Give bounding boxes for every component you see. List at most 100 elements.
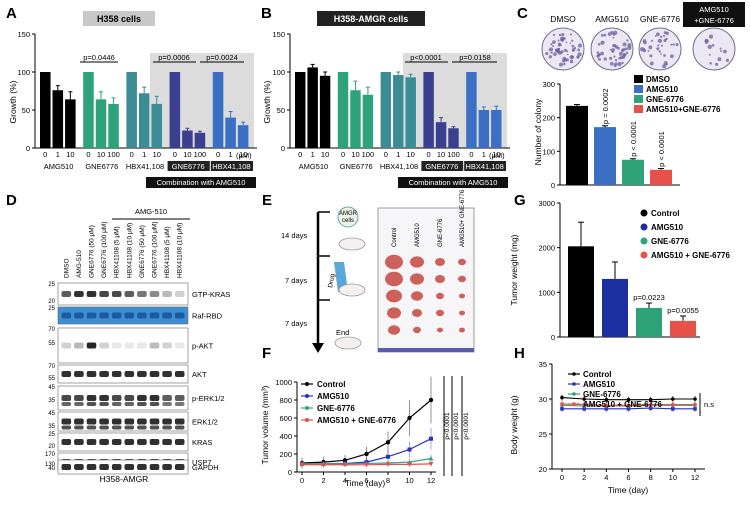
panel-a-pvalue-3: p=0.0024 bbox=[206, 53, 238, 62]
panel-b-group-label: HBX41,108 bbox=[380, 162, 418, 171]
panel-d-band bbox=[111, 291, 122, 297]
panel-b-dose-label: 10 bbox=[492, 150, 500, 159]
panel-d-band bbox=[162, 439, 172, 445]
panel-c-pvalue: p = 0.0002 bbox=[601, 88, 610, 124]
panel-d-band bbox=[149, 371, 160, 377]
panel-c-pvalue: p < 0.0001 bbox=[657, 131, 666, 167]
colony-dot bbox=[549, 47, 554, 52]
colony-dot bbox=[612, 36, 615, 39]
panel-a-group-box bbox=[210, 161, 253, 171]
colony-dot bbox=[663, 34, 666, 37]
panel-d-marker: 35 bbox=[48, 398, 55, 404]
panel-h-point bbox=[671, 402, 675, 407]
panel-b-dose-label: 10 bbox=[321, 150, 329, 159]
panel-d-band bbox=[74, 291, 84, 297]
panel-d-band bbox=[149, 464, 160, 470]
panel-h-legend-label: AMG510 + GNE-6776 bbox=[583, 400, 662, 409]
panel-h-ytick-label: 20 bbox=[539, 465, 547, 474]
panel-d-lane-label: GNE6776 (50 μM) bbox=[89, 225, 96, 278]
panel-h-point bbox=[626, 397, 631, 402]
panel-d-band bbox=[149, 395, 160, 401]
panel-d-band bbox=[149, 439, 160, 445]
colony-dot bbox=[665, 37, 668, 41]
panel-a-bar bbox=[182, 130, 193, 148]
panel-d-lane-label: GNE6776 (100 μM) bbox=[101, 222, 108, 279]
panel-d-band bbox=[149, 291, 160, 297]
colony-dot bbox=[649, 54, 653, 58]
panel-label-b: B bbox=[261, 5, 272, 22]
panel-e-mouse-1 bbox=[338, 237, 366, 251]
colony-dot bbox=[571, 44, 575, 48]
panel-d-band bbox=[74, 342, 84, 349]
panel-c-pvalue: p < 0.0001 bbox=[629, 121, 638, 157]
panel-c-dish-label-1: DMSO bbox=[550, 14, 576, 24]
panel-a-group-box bbox=[167, 161, 210, 171]
panel-d-marker: 45 bbox=[48, 385, 55, 391]
panel-d-band bbox=[137, 312, 147, 319]
panel-c-bar bbox=[566, 105, 588, 185]
colony-dot bbox=[600, 40, 605, 45]
colony-dot bbox=[577, 43, 582, 48]
panel-d-band-label: p-ERK1/2 bbox=[192, 394, 225, 403]
panel-a-bar bbox=[237, 125, 249, 148]
panel-a-shade bbox=[150, 53, 254, 148]
panel-d-band bbox=[124, 402, 135, 406]
panel-d-band bbox=[99, 439, 109, 445]
panel-f-xtick-label: 4 bbox=[343, 476, 347, 485]
panel-b-group-label: AMG510 bbox=[299, 162, 329, 171]
panel-c-legend-swatch bbox=[634, 85, 643, 93]
panel-e-end-label: End bbox=[336, 328, 349, 337]
panel-f-ytick-label: 1000 bbox=[275, 378, 292, 387]
panel-d-band bbox=[149, 312, 160, 319]
panel-d-band bbox=[162, 425, 172, 430]
panel-d-band bbox=[162, 464, 172, 470]
panel-d-lane-label: GNE6776 (50 μM) bbox=[139, 225, 146, 278]
panel-d-marker: 25 bbox=[48, 282, 55, 288]
panel-d-band bbox=[137, 425, 147, 430]
panel-h-point bbox=[560, 407, 564, 411]
panel-d-band bbox=[111, 342, 122, 349]
colony-dot bbox=[552, 52, 557, 56]
panel-h-legend-marker bbox=[572, 392, 576, 396]
panel-a-bar bbox=[151, 103, 163, 148]
panel-a-dose-label: 0 bbox=[173, 150, 177, 159]
colony-dot bbox=[663, 61, 668, 66]
panel-e-tumor bbox=[458, 275, 466, 283]
panel-d-band bbox=[162, 418, 172, 425]
panel-d-lane-label: HBX41108 (10 μM) bbox=[177, 223, 184, 278]
colony-dot bbox=[643, 40, 647, 45]
panel-d-band bbox=[61, 371, 72, 377]
colony-dot bbox=[545, 51, 549, 56]
panel-f-ylabel: Tumor volume (mm³) bbox=[260, 385, 270, 464]
panel-a-dose-label: 100 bbox=[194, 150, 207, 159]
panel-d-band bbox=[124, 425, 135, 430]
panel-h-xtick-label: 6 bbox=[626, 473, 630, 482]
colony-dot bbox=[639, 47, 645, 52]
panel-f-point bbox=[386, 454, 390, 459]
panel-h-point bbox=[604, 403, 609, 408]
colony-dot bbox=[658, 50, 661, 53]
panel-g-ytick-label: 2000 bbox=[538, 244, 555, 253]
panel-h-point bbox=[604, 397, 609, 402]
panel-c-combo-label-1: AMG510 bbox=[699, 5, 729, 14]
panel-a-title: H358 cells bbox=[97, 14, 141, 24]
panel-d-treatment-header: AMG-510 bbox=[135, 207, 167, 216]
colony-dot bbox=[654, 35, 657, 37]
panel-f-legend-marker bbox=[305, 418, 309, 422]
panel-h-point bbox=[626, 403, 631, 408]
panel-d-band bbox=[137, 395, 147, 401]
panel-b-bar bbox=[478, 110, 490, 148]
colony-dot bbox=[649, 61, 654, 66]
panel-c-legend-swatch bbox=[634, 75, 643, 83]
panel-label-h: H bbox=[514, 345, 525, 362]
panel-b-dose-label: 1 bbox=[396, 150, 400, 159]
panel-c-dish-label-3: GNE-6776 bbox=[640, 14, 680, 24]
panel-g-ytick-label: 1000 bbox=[538, 288, 555, 297]
panel-a-dose-label: 10 bbox=[239, 150, 247, 159]
colony-dot bbox=[659, 35, 663, 39]
panel-e-mouse-3 bbox=[334, 336, 362, 350]
panel-c-legend-label: DMSO bbox=[646, 75, 670, 84]
panel-b-bar bbox=[466, 72, 477, 148]
panel-d-band bbox=[124, 342, 135, 349]
colony-dot bbox=[675, 42, 679, 47]
